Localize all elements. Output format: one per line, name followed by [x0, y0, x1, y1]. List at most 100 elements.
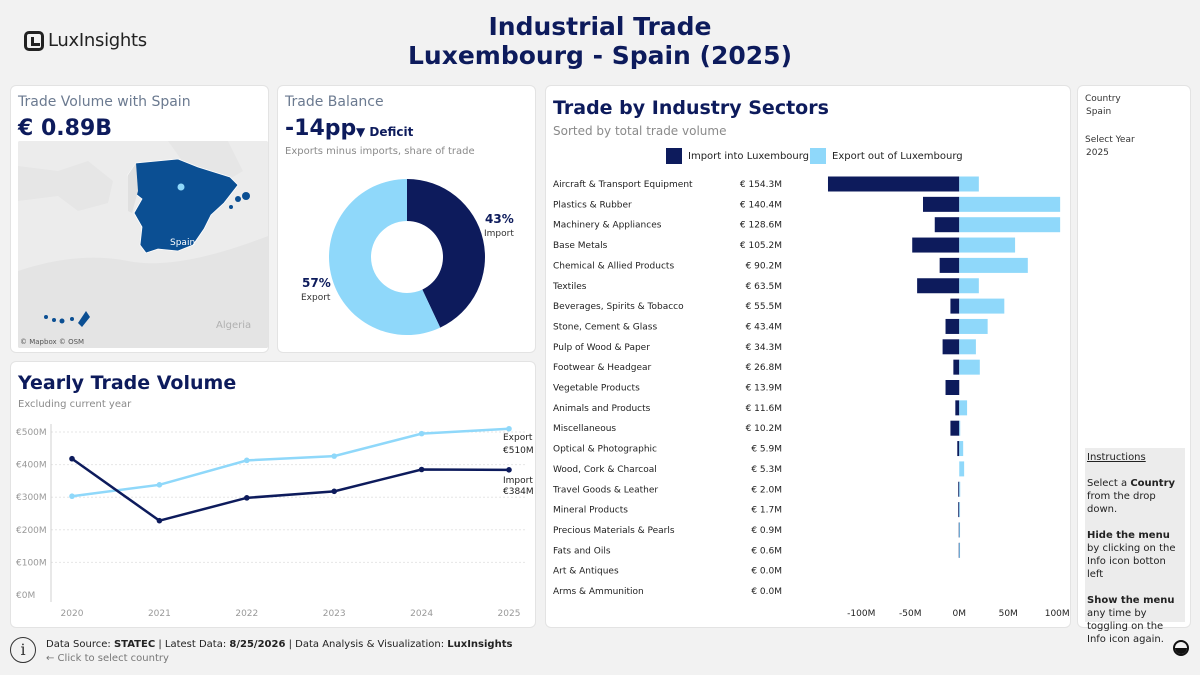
import-bar[interactable] — [953, 359, 960, 375]
import-bar[interactable] — [945, 380, 960, 395]
sector-label[interactable]: Stone, Cement & Glass — [553, 322, 657, 332]
sector-label[interactable]: Beverages, Spirits & Tobacco — [553, 302, 684, 312]
donut-slice-import[interactable] — [407, 179, 485, 328]
sector-label[interactable]: Precious Materials & Pearls — [553, 526, 675, 536]
sector-total: € 10.2M — [746, 424, 782, 434]
line-series-export[interactable] — [71, 427, 510, 498]
trade-balance-value: -14pp — [285, 116, 357, 141]
import-bar[interactable] — [958, 522, 960, 538]
export-bar[interactable] — [959, 217, 1061, 233]
x-tick-label: 0M — [952, 609, 966, 619]
import-bar[interactable] — [939, 257, 960, 273]
export-bar[interactable] — [959, 339, 976, 355]
sector-label[interactable]: Plastics & Rubber — [553, 200, 632, 210]
sector-total: € 0.0M — [751, 567, 782, 577]
donut-slice-export[interactable] — [329, 179, 441, 335]
info-icon[interactable]: i — [10, 637, 36, 663]
sector-label[interactable]: Art & Antiques — [553, 567, 619, 577]
export-bar[interactable] — [959, 237, 1016, 253]
export-bar[interactable] — [959, 257, 1028, 273]
industry-bar-chart: Aircraft & Transport Equipment € 154.3M Pl… — [552, 176, 1070, 619]
line-point-import[interactable] — [244, 495, 250, 501]
sector-label[interactable]: Textiles — [552, 282, 587, 292]
sector-label[interactable]: Optical & Photographic — [553, 445, 657, 455]
line-point-import[interactable] — [418, 466, 425, 473]
import-bar[interactable] — [950, 420, 960, 436]
country-map[interactable]: Spain Algeria © Mapbox © OSM — [18, 141, 268, 348]
legend-export-label[interactable]: Export out of Luxembourg — [832, 151, 963, 162]
export-bar[interactable] — [959, 420, 961, 436]
sector-total: € 0.6M — [751, 546, 782, 556]
import-bar[interactable] — [917, 278, 960, 294]
export-bar[interactable] — [959, 441, 964, 457]
import-pct-label: 43% — [485, 212, 514, 226]
sector-label[interactable]: Footwear & Headgear — [553, 363, 652, 373]
import-bar[interactable] — [942, 339, 960, 355]
sector-label[interactable]: Base Metals — [553, 241, 608, 251]
spain-shape[interactable] — [127, 158, 239, 254]
export-bar[interactable] — [959, 196, 1061, 212]
line-point-export[interactable] — [331, 453, 338, 459]
yearly-trade-card: Yearly Trade Volume Excluding current ye… — [10, 361, 536, 628]
capital-marker — [177, 183, 185, 191]
theme-toggle-icon[interactable] — [1173, 640, 1189, 656]
import-bar[interactable] — [958, 542, 960, 558]
line-point-import[interactable] — [156, 517, 163, 524]
sector-label[interactable]: Machinery & Appliances — [553, 221, 662, 231]
sector-label[interactable]: Mineral Products — [553, 506, 628, 516]
import-caption: Import — [484, 229, 514, 239]
import-bar[interactable] — [912, 237, 960, 253]
sector-label[interactable]: Arms & Ammunition — [553, 587, 644, 597]
import-bar[interactable] — [934, 217, 960, 233]
export-bar[interactable] — [959, 318, 988, 334]
import-bar[interactable] — [958, 481, 960, 497]
sector-label[interactable]: Miscellaneous — [553, 424, 616, 434]
sector-label[interactable]: Vegetable Products — [553, 384, 640, 394]
export-bar[interactable] — [959, 400, 968, 416]
country-select[interactable]: Spain — [1086, 107, 1112, 117]
import-bar[interactable] — [827, 176, 960, 192]
line-point-export[interactable] — [506, 425, 512, 432]
import-bar[interactable] — [957, 441, 960, 457]
legend-import-swatch — [666, 148, 682, 164]
sector-label[interactable]: Pulp of Wood & Paper — [553, 343, 650, 353]
export-bar[interactable] — [959, 502, 961, 518]
import-bar[interactable] — [958, 502, 960, 518]
sector-label[interactable]: Travel Goods & Leather — [552, 485, 658, 495]
map-credit[interactable]: © Mapbox © OSM — [20, 338, 85, 346]
line-point-export[interactable] — [244, 457, 250, 464]
sector-label[interactable]: Chemical & Allied Products — [553, 261, 674, 271]
export-bar[interactable] — [959, 461, 965, 477]
legend-export-swatch — [810, 148, 826, 164]
export-bar[interactable] — [959, 298, 1005, 314]
sector-label[interactable]: Animals and Products — [553, 404, 651, 414]
export-bar[interactable] — [959, 481, 961, 497]
trade-balance-subtitle: Exports minus imports, share of trade — [285, 146, 475, 157]
import-bar[interactable] — [923, 196, 960, 212]
export-bar[interactable] — [959, 176, 979, 192]
import-bar[interactable] — [950, 298, 960, 314]
year-select[interactable]: 2025 — [1086, 148, 1109, 158]
sector-label[interactable]: Aircraft & Transport Equipment — [553, 180, 693, 190]
x-tick-label: 2024 — [410, 609, 433, 619]
sector-label[interactable]: Wood, Cork & Charcoal — [553, 465, 657, 475]
export-bar[interactable] — [959, 278, 979, 294]
line-point-export[interactable] — [418, 430, 425, 437]
export-bar[interactable] — [959, 542, 961, 558]
industry-sectors-card: Trade by Industry Sectors Sorted by tota… — [545, 85, 1071, 628]
export-bar[interactable] — [959, 522, 961, 538]
sector-label[interactable]: Fats and Oils — [553, 546, 611, 556]
import-bar[interactable] — [945, 318, 960, 334]
line-point-import[interactable] — [331, 488, 338, 495]
line-point-export[interactable] — [156, 482, 163, 488]
export-bar[interactable] — [959, 359, 980, 375]
import-bar[interactable] — [955, 400, 960, 416]
line-series-import[interactable] — [71, 457, 510, 523]
line-point-import[interactable] — [506, 467, 512, 473]
line-point-export[interactable] — [69, 493, 75, 500]
back-to-country-link[interactable]: ← Click to select country — [46, 653, 169, 664]
export-end-value: €510M — [503, 446, 534, 456]
line-point-import[interactable] — [69, 455, 75, 462]
legend-import-label[interactable]: Import into Luxembourg — [688, 151, 810, 162]
x-tick-label: 50M — [999, 609, 1018, 619]
